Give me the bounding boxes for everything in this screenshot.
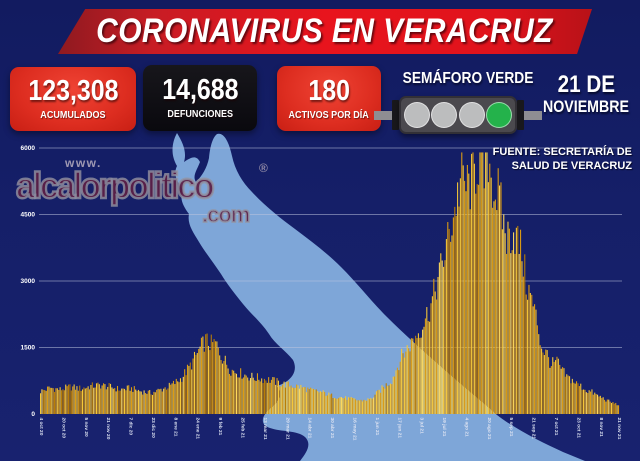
svg-text:29 mar 21: 29 mar 21 [284,418,290,440]
acumulados-value: 123,308 [27,75,119,107]
title-banner: CORONAVIRUS EN VERACRUZ [58,9,592,54]
acumulados-label: ACUMULADOS [40,109,106,121]
svg-text:8 ene 21: 8 ene 21 [172,418,178,437]
svg-text:8 nov 21: 8 nov 21 [598,418,604,438]
traffic-light-bulb-green [486,102,512,128]
svg-text:1 jun 21: 1 jun 21 [374,418,380,436]
svg-text:16 may 21: 16 may 21 [351,418,357,441]
svg-text:5 nov 20: 5 nov 20 [83,418,89,438]
defunciones-label: DEFUNCIONES [167,108,233,120]
svg-text:19 jul 21: 19 jul 21 [441,418,447,437]
registered-trademark-icon: ® [259,161,268,175]
svg-text:4 ago 21: 4 ago 21 [463,418,469,438]
svg-text:21 nov 21: 21 nov 21 [616,418,622,440]
traffic-light-bulb-gray [431,102,458,128]
x-axis-labels: 4 oct 20 20 oct 20 5 nov 20 21 nov 20 7 dic … [38,418,622,441]
traffic-light-body [399,96,517,134]
watermark-name: alcalorpolitico [15,164,216,207]
svg-text:30 abr 21: 30 abr 21 [329,418,335,439]
svg-text:9 feb 21: 9 feb 21 [217,418,223,436]
traffic-light-bulb-gray [404,102,430,128]
svg-text:23 oct 21: 23 oct 21 [575,418,581,439]
covid-bar-chart: 0 1500 3000 4500 6000 4 oct 20 20 oct 20 5 nov… [21,133,622,461]
y-axis-labels: 0 1500 3000 4500 6000 [21,145,36,418]
svg-text:7 dic 20: 7 dic 20 [128,418,134,436]
svg-text:20 ago 21: 20 ago 21 [486,418,492,440]
traffic-light-cap-left [392,100,399,130]
svg-text:23 dic 20: 23 dic 20 [150,418,156,439]
source-line-1: FUENTE: SECRETARÍA DE [492,146,632,158]
watermark-tld: .com [201,201,251,228]
svg-text:1500: 1500 [21,345,36,352]
svg-text:5 sep 21: 5 sep 21 [508,418,514,437]
stat-card-activos: 180 ACTIVOS POR DÍA [277,66,381,131]
svg-text:17 jun 21: 17 jun 21 [396,418,402,439]
svg-text:3000: 3000 [21,278,36,285]
defunciones-value: 14,688 [161,74,239,106]
svg-text:21 sep 21: 21 sep 21 [531,418,537,440]
watermark: www. alcalorpolitico ® .com [15,155,281,233]
svg-text:4500: 4500 [21,212,36,219]
chart-bars [40,152,620,414]
report-date: 21 DE NOVIEMBRE [535,72,637,117]
svg-text:4 oct 20: 4 oct 20 [38,418,44,436]
svg-text:24 ene 21: 24 ene 21 [195,418,201,440]
date-day: 21 DE [557,71,615,98]
stat-card-acumulados: 123,308 ACUMULADOS [10,67,136,131]
svg-text:20 oct 20: 20 oct 20 [60,418,66,439]
traffic-light-arm-right [524,110,542,120]
svg-text:3 jul 21: 3 jul 21 [419,418,425,435]
svg-text:21 nov 20: 21 nov 20 [105,418,111,440]
svg-text:13 mar 21: 13 mar 21 [262,418,268,440]
svg-text:6000: 6000 [21,145,36,152]
traffic-light-arm-left [374,110,392,120]
traffic-light [374,96,542,134]
stat-card-defunciones: 14,688 DEFUNCIONES [143,65,257,131]
activos-value: 180 [308,74,350,107]
data-source: FUENTE: SECRETARÍA DE SALUD DE VERACRUZ [430,146,632,173]
traffic-light-bulb-gray [458,102,485,128]
svg-text:14 abr 21: 14 abr 21 [307,418,313,439]
source-line-2: SALUD DE VERACRUZ [511,159,632,172]
semaforo-label: SEMÁFORO VERDE [402,70,534,87]
svg-text:0: 0 [31,411,35,418]
date-month: NOVIEMBRE [543,98,629,116]
watermark-www: www. [65,156,102,170]
veracruz-map-silhouette [172,133,585,461]
traffic-light-cap-right [517,100,524,130]
svg-text:7 oct 21: 7 oct 21 [553,418,559,436]
page-title: CORONAVIRUS EN VERACRUZ [96,12,554,50]
svg-text:25 feb 21: 25 feb 21 [240,418,246,439]
activos-label: ACTIVOS POR DÍA [288,108,370,121]
